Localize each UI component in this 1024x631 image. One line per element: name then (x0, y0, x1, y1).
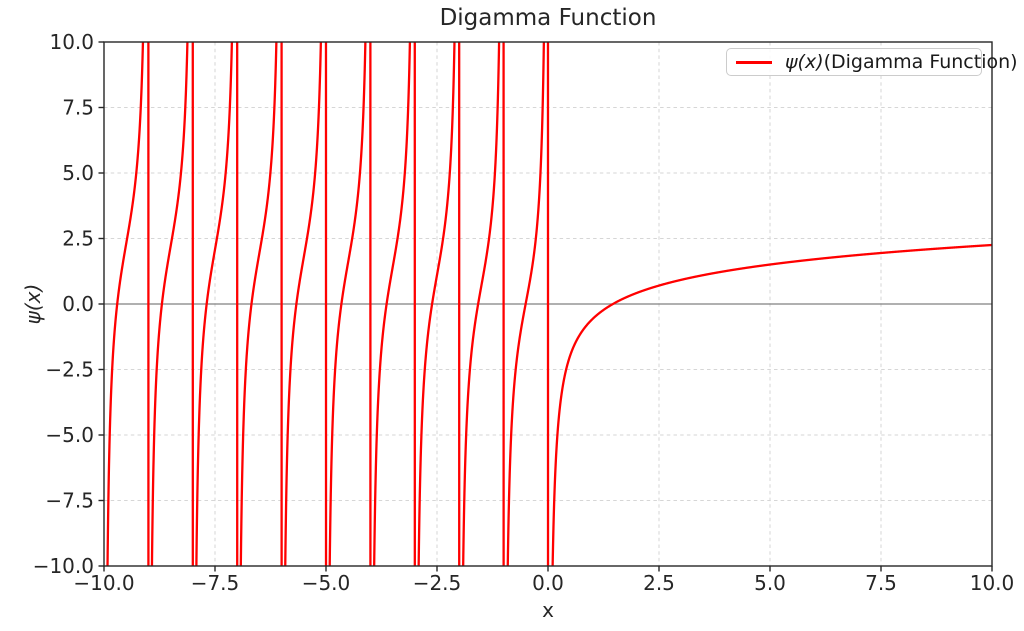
y-tick-label: −5.0 (45, 423, 94, 447)
x-tick-label: −5.0 (302, 571, 351, 595)
digamma-curve (106, 42, 992, 566)
x-tick-label: −2.5 (413, 571, 462, 595)
x-axis-label: x (542, 598, 554, 622)
y-tick-label: −10.0 (33, 554, 94, 578)
y-tick-label: −2.5 (45, 358, 94, 382)
x-tick-label: 0.0 (532, 571, 564, 595)
legend-label-math: ψ(x) (785, 51, 824, 73)
legend: ψ(x) (Digamma Function) (726, 48, 1018, 76)
y-tick-label: 10.0 (49, 30, 94, 54)
y-tick-label: −7.5 (45, 489, 94, 513)
y-tick-label: 5.0 (62, 161, 94, 185)
y-tick-label: 0.0 (62, 292, 94, 316)
x-tick-label: 5.0 (754, 571, 786, 595)
x-tick-label: −7.5 (191, 571, 240, 595)
x-tick-label: 10.0 (970, 571, 1015, 595)
chart-title: Digamma Function (439, 5, 657, 31)
x-tick-label: −10.0 (73, 571, 134, 595)
y-tick-label: 2.5 (62, 227, 94, 251)
legend-line-swatch (736, 60, 772, 64)
legend-label-text: (Digamma Function) (823, 51, 1018, 73)
x-tick-label: 2.5 (643, 571, 675, 595)
y-tick-label: 7.5 (62, 96, 94, 120)
x-tick-label: 7.5 (865, 571, 897, 595)
y-axis-label: ψ(x) (21, 283, 45, 325)
